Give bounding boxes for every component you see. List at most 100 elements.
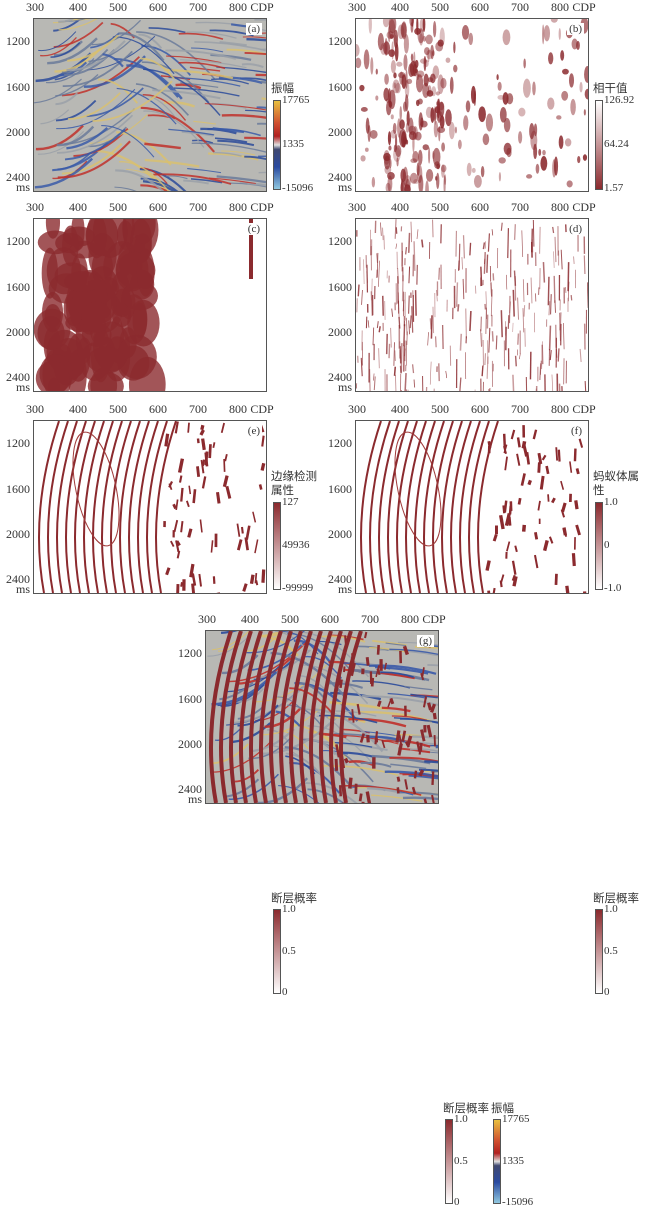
fault-segment — [365, 632, 366, 638]
y-tick-label: 1200 — [0, 234, 30, 249]
coherence-anomaly — [432, 151, 434, 160]
coherence-anomaly — [542, 150, 546, 156]
fault-segment — [345, 635, 346, 648]
fault-segment — [180, 476, 181, 483]
fault-segment — [432, 704, 435, 712]
coherence-anomaly — [383, 153, 391, 161]
coherence-anomaly — [428, 147, 430, 163]
panel-tag: (c) — [246, 223, 262, 235]
ant-track — [508, 228, 509, 258]
colorbar-label: 0.5 — [604, 945, 618, 957]
panel-tag: (g) — [417, 635, 434, 647]
coherence-anomaly — [400, 169, 406, 183]
fault-segment — [225, 454, 227, 461]
x-tick-label: 600 — [149, 0, 167, 15]
coherence-anomaly — [523, 58, 526, 68]
fault-segment — [504, 434, 505, 447]
coherence-anomaly — [498, 82, 502, 91]
fault-segment — [576, 500, 577, 509]
ant-track — [532, 229, 533, 253]
fault-segment — [552, 498, 554, 503]
seismic-reflector — [342, 729, 369, 732]
coherence-anomaly — [426, 50, 432, 59]
ant-track — [585, 381, 586, 391]
x-tick-label: 300 — [348, 402, 366, 417]
ant-track — [584, 255, 585, 274]
coherence-anomaly — [472, 168, 476, 173]
coherence-anomaly — [446, 58, 451, 63]
y-tick-label: 1200 — [0, 436, 30, 451]
coherence-anomaly — [547, 97, 554, 109]
seismic-reflector — [348, 719, 406, 726]
coherence-anomaly — [548, 52, 553, 64]
ant-track — [396, 375, 397, 391]
ant-track — [483, 242, 484, 249]
ant-track — [395, 350, 396, 361]
fault-segment — [545, 540, 548, 550]
fault-segment — [429, 703, 431, 710]
fault-segment — [405, 779, 407, 789]
coherence-anomaly — [434, 161, 440, 169]
coherence-anomaly — [570, 99, 576, 115]
coherence-anomaly — [365, 148, 369, 152]
coherence-anomaly — [405, 94, 409, 111]
fault-segment — [515, 546, 517, 552]
coherence-anomaly — [496, 74, 498, 80]
ant-track — [406, 247, 407, 254]
x-tick-label: 600 — [149, 402, 167, 417]
coherence-anomaly — [369, 19, 372, 34]
coherence-anomaly — [412, 133, 414, 152]
fault-segment — [181, 488, 182, 502]
ant-track — [543, 262, 544, 283]
coherence-anomaly — [392, 80, 399, 94]
fault-segment — [501, 575, 503, 583]
ant-track — [523, 308, 524, 332]
fault-segment — [171, 541, 174, 546]
ant-track — [561, 250, 562, 270]
fault-segment — [242, 527, 243, 533]
ant-track — [506, 275, 507, 290]
x-tick-label: 800 — [229, 200, 247, 215]
colorbar — [595, 909, 603, 994]
x-tick-label: 700 — [189, 402, 207, 417]
seismic-section: (d) — [355, 218, 589, 392]
ant-track — [553, 227, 554, 233]
fault-segment — [255, 539, 258, 553]
coherence-anomaly — [584, 109, 586, 115]
fault-segment — [548, 494, 549, 501]
coherence-anomaly — [399, 106, 402, 120]
y-tick-label: 1200 — [322, 436, 352, 451]
fault-segment — [403, 731, 405, 742]
fault-segment — [561, 481, 563, 490]
coherence-anomaly — [388, 146, 391, 151]
fault-segment — [227, 486, 230, 498]
ant-track — [446, 371, 447, 378]
ant-track — [401, 366, 402, 374]
ant-track — [496, 336, 497, 350]
fault-segment — [580, 439, 583, 448]
ant-track — [470, 311, 471, 331]
ant-track — [443, 325, 444, 349]
fault-segment — [573, 553, 574, 566]
coherence-anomaly — [562, 69, 569, 75]
y-tick-label: 1200 — [322, 34, 352, 49]
ant-track — [379, 348, 380, 368]
x-tick-label: 400 — [241, 612, 259, 627]
coherence-anomaly — [577, 156, 580, 163]
x-tick-label: 800 — [401, 612, 419, 627]
seismic-section: (g) — [205, 630, 439, 804]
fault-segment — [494, 534, 496, 541]
ant-track — [413, 364, 414, 373]
ant-track — [409, 296, 410, 314]
seismic-section: (c) — [33, 218, 267, 392]
ant-track — [373, 374, 374, 381]
fault-segment — [501, 515, 503, 529]
ant-track — [405, 373, 406, 391]
section-image — [34, 421, 266, 593]
coherence-anomaly — [419, 33, 423, 45]
coherence-anomaly — [419, 112, 423, 130]
ant-track — [406, 318, 407, 335]
colorbar-label: -15096 — [282, 182, 313, 194]
ant-track — [481, 317, 482, 332]
ant-track — [377, 253, 378, 263]
